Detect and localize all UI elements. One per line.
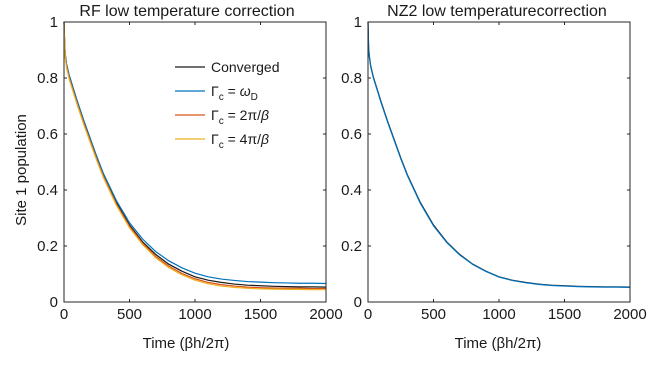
x-tick-label: 1000 bbox=[482, 306, 515, 323]
y-axis-title: Site 1 population bbox=[13, 114, 30, 226]
panel-title: NZ2 low temperaturecorrection bbox=[387, 3, 607, 20]
series-group bbox=[63, 21, 327, 291]
y-tick-label: 1 bbox=[354, 14, 362, 31]
y-tick-label: 0.4 bbox=[37, 182, 58, 199]
x-tick-label: 1000 bbox=[178, 306, 211, 323]
y-tick-label: 0.6 bbox=[37, 126, 58, 143]
x-tick-label: 0 bbox=[364, 306, 372, 323]
x-tick-label: 500 bbox=[421, 306, 446, 323]
panel-title: RF low temperature correction bbox=[79, 3, 294, 20]
y-tick-label: 0.8 bbox=[37, 70, 58, 87]
x-tick-label: 2000 bbox=[309, 306, 342, 323]
x-tick-label: 500 bbox=[117, 306, 142, 323]
legend-label-gc-2pi-beta: Γc = 2π/β bbox=[211, 107, 269, 127]
series-line-1 bbox=[63, 21, 327, 285]
y-tick-label: 0 bbox=[50, 294, 58, 311]
legend-label-gc-omega-d: Γc = ωD bbox=[211, 83, 258, 103]
x-tick-label: 1500 bbox=[244, 306, 277, 323]
y-tick-label: 0.4 bbox=[341, 182, 362, 199]
y-tick-label: 0.8 bbox=[341, 70, 362, 87]
x-axis-title: Time (βh/2π) bbox=[143, 335, 230, 352]
series-line-2 bbox=[63, 21, 326, 290]
y-tick-label: 0.2 bbox=[37, 238, 58, 255]
series-line-0 bbox=[63, 21, 327, 288]
series-group bbox=[367, 21, 631, 289]
y-tick-label: 0.2 bbox=[341, 238, 362, 255]
legend-label-converged: Converged bbox=[211, 59, 280, 75]
y-tick-label: 1 bbox=[50, 14, 58, 31]
right-panel-nz2: NZ2 low temperaturecorrection Time (βh/2… bbox=[341, 3, 647, 352]
x-tick-label: 1500 bbox=[548, 306, 581, 323]
x-tick-label: 2000 bbox=[613, 306, 646, 323]
series-line-1 bbox=[367, 21, 631, 289]
legend-label-gc-4pi-beta: Γc = 4π/β bbox=[211, 131, 269, 151]
series-line-3 bbox=[63, 21, 326, 291]
y-tick-label: 0 bbox=[354, 294, 362, 311]
left-panel-rf: RF low temperature correction Site 1 pop… bbox=[13, 3, 343, 352]
x-tick-label: 0 bbox=[60, 306, 68, 323]
legend: Converged Γc = ωD Γc = 2π/β Γc = 4π/β bbox=[175, 59, 280, 151]
series-line-0 bbox=[367, 21, 631, 288]
ticks-group: 0 500 1000 1500 2000 0 0.2 0.4 0.6 0.8 1 bbox=[37, 14, 343, 323]
x-axis-title: Time (βh/2π) bbox=[455, 335, 542, 352]
axes-box bbox=[63, 21, 327, 303]
axes-box bbox=[367, 21, 631, 303]
ticks-group: 0 500 1000 1500 2000 0 0.2 0.4 0.6 0.8 1 bbox=[341, 14, 647, 323]
y-tick-label: 0.6 bbox=[341, 126, 362, 143]
